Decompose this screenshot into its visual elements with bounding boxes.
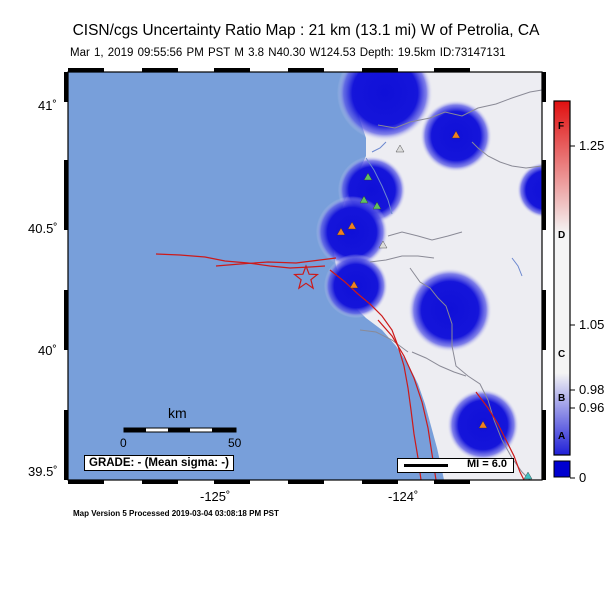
colorbar-tick: 0 bbox=[579, 470, 587, 485]
station-teal-triangle[interactable] bbox=[523, 471, 533, 480]
latitude-label: 40.5˚ bbox=[28, 221, 58, 236]
county-boundary bbox=[369, 255, 435, 263]
event-details: Mar 1, 2019 09:55:56 PM PST M 3.8 N40.30… bbox=[70, 47, 506, 59]
scale-unit-label: km bbox=[168, 405, 187, 421]
station-orange-triangle[interactable] bbox=[451, 130, 461, 139]
colorbar-letter: C bbox=[558, 349, 566, 360]
longitude-label: -124˚ bbox=[388, 489, 419, 504]
mi-legend: MI = 6.0 bbox=[397, 458, 514, 473]
county-boundary bbox=[387, 231, 463, 241]
river bbox=[365, 157, 393, 215]
fault-line bbox=[215, 257, 337, 267]
colorbar-letter: D bbox=[558, 230, 566, 241]
station-orange-triangle[interactable] bbox=[336, 227, 346, 236]
epicenter-star-icon[interactable] bbox=[292, 264, 320, 290]
scale-end-label: 50 bbox=[228, 436, 242, 450]
station-green-triangle[interactable] bbox=[359, 195, 369, 204]
latitude-label: 41˚ bbox=[38, 98, 57, 113]
mi-legend-line bbox=[404, 464, 448, 467]
river bbox=[511, 257, 523, 277]
grade-box: GRADE: - (Mean sigma: -) bbox=[84, 455, 234, 471]
mi-legend-text: MI = 6.0 bbox=[466, 458, 507, 470]
uncertainty-blob bbox=[517, 162, 542, 218]
colorbar-tick: 1.05 bbox=[579, 317, 605, 332]
station-orange-triangle[interactable] bbox=[349, 280, 359, 289]
colorbar-tick: 0.98 bbox=[579, 382, 605, 397]
map-title: CISN/cgs Uncertainty Ratio Map : 21 km (… bbox=[72, 22, 540, 39]
longitude-label: -125˚ bbox=[200, 489, 231, 504]
county-boundary bbox=[471, 141, 542, 169]
station-gray-triangle[interactable] bbox=[378, 240, 388, 249]
uncertainty-blob bbox=[316, 196, 388, 268]
county-boundary bbox=[359, 329, 409, 353]
county-boundary bbox=[409, 267, 531, 480]
colorbar-letter: B bbox=[558, 393, 566, 404]
latitude-label: 40˚ bbox=[38, 343, 57, 358]
station-green-triangle[interactable] bbox=[363, 172, 373, 181]
scale-start-label: 0 bbox=[120, 436, 127, 450]
map-version-footer: Map Version 5 Processed 2019-03-04 03:08… bbox=[73, 509, 279, 518]
fault-line bbox=[475, 391, 525, 480]
scale-bar bbox=[123, 427, 237, 433]
county-boundary bbox=[377, 89, 542, 129]
fault-line bbox=[377, 319, 437, 480]
uncertainty-blob bbox=[337, 72, 433, 141]
colorbar-letter: F bbox=[558, 121, 565, 132]
colorbar bbox=[553, 100, 575, 479]
station-orange-triangle[interactable] bbox=[347, 221, 357, 230]
colorbar-tick: 0.96 bbox=[579, 400, 605, 415]
uncertainty-blob bbox=[408, 268, 492, 352]
river bbox=[371, 141, 387, 153]
county-boundary bbox=[411, 351, 467, 377]
station-gray-triangle[interactable] bbox=[395, 144, 405, 153]
colorbar-tick: 1.25 bbox=[579, 138, 605, 153]
station-green-triangle[interactable] bbox=[372, 201, 382, 210]
station-orange-triangle[interactable] bbox=[478, 420, 488, 429]
colorbar-letter: A bbox=[558, 431, 566, 442]
latitude-label: 39.5˚ bbox=[28, 464, 58, 479]
